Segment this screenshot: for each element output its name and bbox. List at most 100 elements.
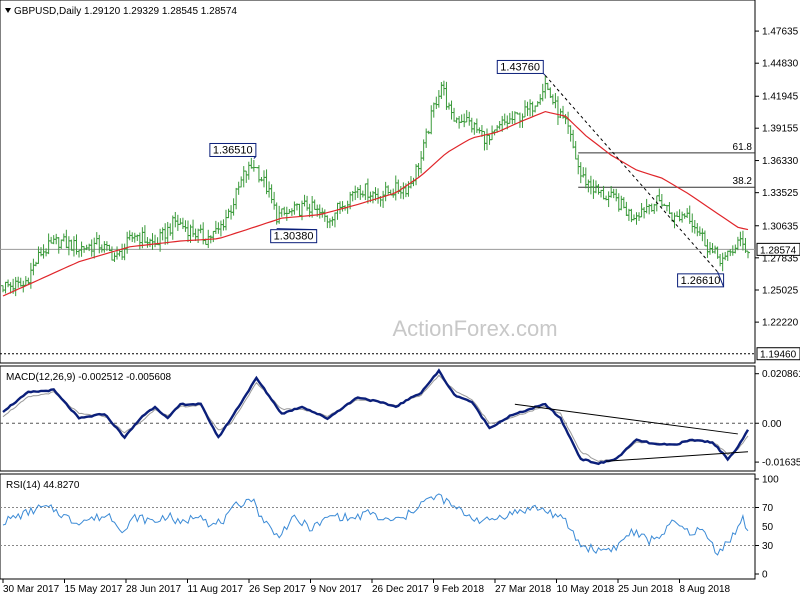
price-bar [588,175,593,195]
price-bar [142,225,147,244]
price-bar [153,234,158,248]
price-bar [538,94,543,105]
price-bar [33,261,38,267]
price-annotation-box [270,229,318,244]
price-annotation-box [209,142,257,157]
current-price-label: 1.28574 [760,245,797,256]
rsi-y-tick-label: 50 [762,522,774,533]
price-bar [332,212,337,228]
price-bar [130,232,135,243]
price-bar [414,163,419,186]
price-bar [236,181,241,195]
price-bar [657,188,662,202]
price-bar [239,176,244,188]
price-bar [193,228,198,241]
price-bar [282,206,287,216]
price-bar [416,163,421,177]
price-bar [274,202,279,225]
price-bar [46,233,51,255]
price-bar [667,202,672,215]
price-bar [102,241,107,253]
price-bar [591,179,596,199]
price-bar [262,170,267,188]
price-bar [639,202,644,218]
price-bar [218,220,223,237]
price-panel-frame [0,0,756,364]
price-bar [358,184,363,200]
price-bar [221,219,226,231]
price-bar [175,214,180,231]
price-bar [469,117,474,133]
macd-signal-line [2,374,749,462]
price-bar [571,129,576,149]
price-bar [196,228,201,244]
x-tick-label: 9 Nov 2017 [311,584,363,595]
price-bar [619,195,624,211]
price-bar [251,159,256,172]
price-bar [581,167,586,178]
price-bar [386,185,391,195]
price-bar [120,243,125,260]
macd-trendline [606,451,749,462]
price-bar [454,117,459,124]
price-bar [746,250,750,259]
price-bar [277,205,282,224]
watermark: ActionForex.com [392,316,557,341]
rsi-y-tick-label: 30 [762,541,774,552]
macd-y-tick-label: 0.020861 [762,369,800,380]
price-bar [317,204,322,219]
price-bar [122,243,127,261]
price-bar [234,187,239,210]
price-bar [13,276,18,297]
price-bar [125,231,130,254]
macd-y-tick-label: -0.016357 [762,458,800,469]
price-bar [690,213,695,233]
price-bar [216,222,221,234]
price-bar [289,208,294,216]
price-bar [419,151,424,174]
price-bar [631,214,636,221]
price-bar [259,176,264,182]
price-bar [246,161,251,180]
rsi-y-tick-label: 70 [762,503,774,514]
price-bar [109,246,114,261]
macd-layer: 0.020861 0.00 -0.016357 [0,368,800,469]
price-bar [163,223,168,245]
low-price-box [756,347,800,361]
price-bar [59,239,64,249]
price-bar [517,112,522,128]
price-dashed-trendline [544,75,718,273]
x-tick-label: 15 May 2017 [65,584,123,595]
price-bar [401,182,406,200]
x-tick-label: 30 Mar 2017 [3,584,60,595]
current-price-box [756,242,800,256]
price-y-tick-label: 1.47635 [762,27,799,38]
moving-average-line [2,110,749,297]
price-bar [267,181,272,198]
price-bar [543,75,548,99]
price-bar [292,201,297,215]
price-bar [381,190,386,208]
price-bar [31,258,36,276]
price-bar [64,229,69,249]
x-tick-label: 27 Mar 2018 [495,584,552,595]
price-bar [322,209,327,222]
price-bar [201,222,206,245]
price-y-tick-label: 1.30635 [762,221,799,232]
price-bar [312,199,317,210]
price-bar [112,252,117,262]
price-bar [429,105,434,135]
x-tick-label: 10 May 2018 [557,584,615,595]
price-annotation-leader [276,228,317,231]
price-bar [211,230,216,243]
price-bar [213,220,218,235]
x-axis: 30 Mar 2017 15 May 2017 28 Jun 2017 11 Aug … [2,579,731,595]
price-bar [680,211,685,223]
price-bar [431,102,436,118]
price-bar [568,125,573,142]
price-bar [484,128,489,151]
price-y-tick-label: 1.25025 [762,286,799,297]
price-bar [61,233,66,242]
price-annotation-leader [542,73,546,76]
